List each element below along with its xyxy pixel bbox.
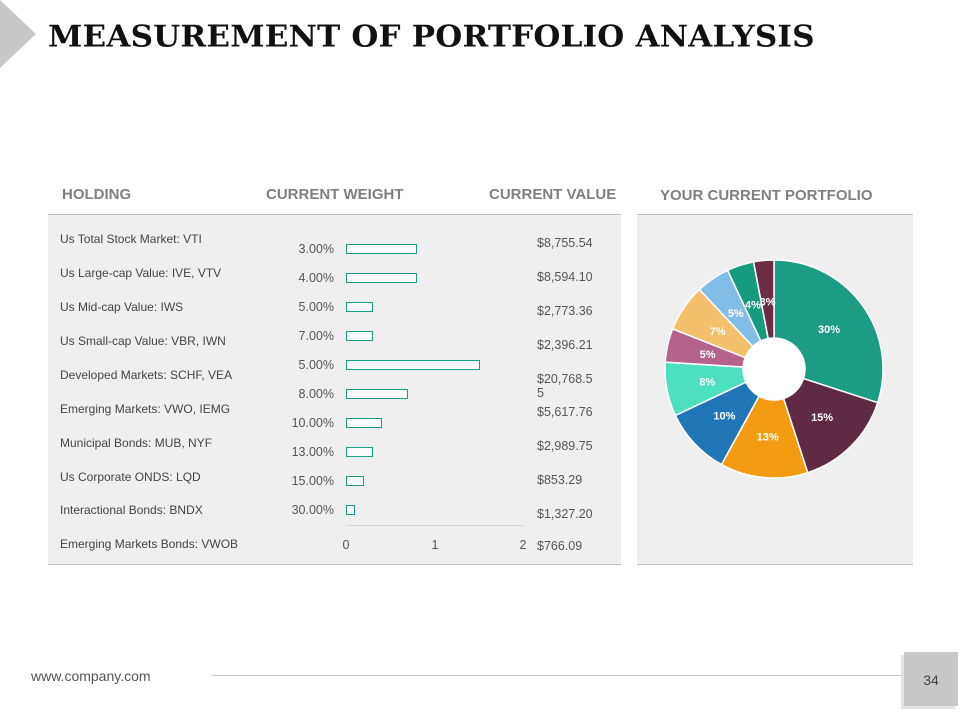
x-tick-0: 0 <box>342 538 350 552</box>
x-tick-1: 1 <box>431 538 439 552</box>
portfolio-header: YOUR CURRENT PORTFOLIO <box>660 187 873 204</box>
pie-slice-label: 8% <box>699 377 715 389</box>
holding-label: Us Mid-cap Value: IWS <box>60 300 184 314</box>
weight-label: 5.00% <box>298 300 334 314</box>
current-value-header: CURRENT VALUE <box>489 186 617 203</box>
pie-slice-label: 4% <box>745 299 761 311</box>
holding-label: Us Corporate ONDS: LQD <box>60 470 201 484</box>
holding-header: HOLDING <box>62 186 132 203</box>
bar-axis-line <box>346 525 524 526</box>
holding-value: $5,617.76 <box>537 405 593 419</box>
holding-label: Interactional Bonds: BNDX <box>60 503 203 517</box>
holding-label: Us Total Stock Market: VTI <box>60 232 202 246</box>
holding-value: $2,396.21 <box>537 338 593 352</box>
weight-label: 5.00% <box>298 358 334 372</box>
current-weight-header: CURRENT WEIGHT <box>266 186 404 203</box>
holding-label: Emerging Markets: VWO, IEMG <box>60 402 231 416</box>
donut-hole <box>743 338 805 400</box>
page-number-box: 34 <box>904 652 958 706</box>
footer-divider <box>212 675 902 676</box>
weight-bar <box>346 476 364 486</box>
weight-bar <box>346 447 373 457</box>
holding-value: $1,327.20 <box>537 507 593 521</box>
pie-slice-label: 30% <box>818 324 840 336</box>
holding-label: Developed Markets: SCHF, VEA <box>60 368 233 382</box>
pie-slice-label: 5% <box>728 308 744 320</box>
weight-label: 10.00% <box>291 416 334 430</box>
pie-slice-label: 7% <box>710 326 726 338</box>
page-number: 34 <box>923 672 939 688</box>
weight-bar <box>346 418 382 428</box>
page-title: MEASUREMENT OF PORTFOLIO ANALYSIS <box>48 20 815 55</box>
holding-label: Emerging Markets Bonds: VWOB <box>60 537 239 551</box>
weight-bar <box>346 389 409 399</box>
pie-slice-label: 10% <box>713 411 735 423</box>
pie-slice-label: 13% <box>757 432 779 444</box>
holding-value: $8,755.54 <box>537 236 593 250</box>
weight-bar <box>346 360 480 370</box>
holding-label: Municipal Bonds: MUB, NYF <box>60 436 213 450</box>
footer-website[interactable]: www.company.com <box>31 668 151 684</box>
weight-label: 3.00% <box>298 242 334 256</box>
weight-bar <box>346 244 418 254</box>
weight-bar <box>346 505 355 515</box>
weight-label: 7.00% <box>298 329 334 343</box>
weight-label: 30.00% <box>291 503 334 517</box>
pie-slice-label: 3% <box>760 296 776 308</box>
holding-label: Us Small-cap Value: VBR, IWN <box>60 334 226 348</box>
weight-bar <box>346 302 373 312</box>
holding-value: $8,594.10 <box>537 270 593 284</box>
weight-label: 15.00% <box>291 474 334 488</box>
pie-slice-label: 15% <box>811 412 833 424</box>
holdings-panel <box>48 214 621 565</box>
weight-bar <box>346 331 373 341</box>
holding-value: $853.29 <box>537 473 583 487</box>
holding-value: $2,773.36 <box>537 304 593 318</box>
pie-slice-label: 5% <box>700 349 716 361</box>
weight-label: 13.00% <box>291 445 334 459</box>
x-tick-2: 2 <box>519 538 527 552</box>
weight-label: 4.00% <box>298 271 334 285</box>
holding-value: $2,989.75 <box>537 439 593 453</box>
holding-value: $20,768.55 <box>537 372 593 400</box>
corner-arrow-decoration <box>0 0 36 68</box>
weight-label: 8.00% <box>298 387 334 401</box>
weight-bar <box>346 273 418 283</box>
portfolio-donut-chart: 30%15%13%10%8%5%7%5%4%3% <box>664 259 884 479</box>
holding-label: Us Large-cap Value: IVE, VTV <box>60 266 222 280</box>
holding-value: $766.09 <box>537 539 583 553</box>
